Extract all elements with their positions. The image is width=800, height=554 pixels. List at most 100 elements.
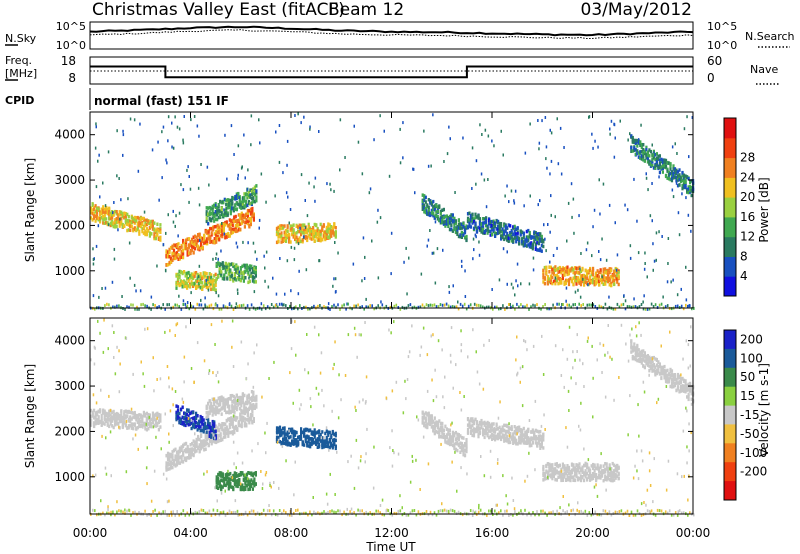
heatmap-cell xyxy=(198,449,201,453)
heatmap-cell xyxy=(105,419,108,423)
heatmap-cell xyxy=(444,435,447,440)
heatmap-cell xyxy=(478,228,482,232)
heatmap-cell xyxy=(594,305,597,308)
heatmap-cell xyxy=(150,219,153,224)
heatmap-cell xyxy=(108,207,111,212)
heatmap-cell xyxy=(145,222,148,227)
heatmap-cell xyxy=(300,434,303,438)
heatmap-cell xyxy=(673,175,677,179)
heatmap-cell xyxy=(188,237,191,241)
heatmap-cell xyxy=(313,239,316,243)
heatmap-cell xyxy=(477,216,480,220)
heatmap-cell xyxy=(166,250,170,254)
heatmap-cell xyxy=(183,284,186,289)
heatmap-cell xyxy=(171,465,174,470)
heatmap-cell xyxy=(231,425,234,429)
heatmap-cell xyxy=(515,227,518,231)
heatmap-cell xyxy=(324,230,327,234)
heatmap-cell xyxy=(661,158,664,162)
heatmap-cell xyxy=(230,222,233,227)
heatmap-cell xyxy=(255,198,258,203)
heatmap-cell xyxy=(247,480,250,485)
heatmap-cell xyxy=(310,432,313,436)
heatmap-cell xyxy=(488,424,491,428)
heatmap-cell xyxy=(135,426,138,430)
heatmap-cell xyxy=(322,441,325,445)
heatmap-cell xyxy=(466,417,470,422)
heatmap-cell xyxy=(230,262,233,266)
heatmap-cell xyxy=(129,228,132,232)
heatmap-cell xyxy=(426,244,428,248)
heatmap-cell xyxy=(236,224,239,228)
cpid-text: normal (fast) 151 IF xyxy=(94,94,229,108)
heatmap-cell xyxy=(111,424,114,428)
heatmap-cell xyxy=(252,216,255,221)
heatmap-cell xyxy=(252,417,255,421)
heatmap-cell xyxy=(442,222,445,226)
heatmap-cell xyxy=(330,443,333,448)
heatmap-cell xyxy=(471,423,474,428)
heatmap-cell xyxy=(241,199,244,204)
heatmap-cell xyxy=(214,280,217,284)
heatmap-cell xyxy=(633,148,636,152)
heatmap-cell xyxy=(135,228,138,232)
heatmap-cell xyxy=(230,230,233,234)
heatmap-cell xyxy=(676,178,680,182)
heatmap-cell xyxy=(669,164,672,168)
heatmap-cell xyxy=(297,225,300,229)
heatmap-cell xyxy=(533,239,536,244)
heatmap-cell xyxy=(676,293,679,297)
heatmap-cell xyxy=(314,199,316,203)
heatmap-cell xyxy=(675,179,678,183)
heatmap-cell xyxy=(240,401,243,406)
heatmap-cell xyxy=(355,304,357,308)
heatmap-cell xyxy=(245,267,248,271)
heatmap-cell xyxy=(94,411,97,415)
heatmap-cell xyxy=(208,210,211,214)
heatmap-cell xyxy=(307,234,310,238)
heatmap-cell xyxy=(208,410,211,414)
heatmap-cell xyxy=(399,161,402,165)
heatmap-cell xyxy=(304,230,307,235)
heatmap-cell xyxy=(233,430,236,435)
heatmap-cell xyxy=(138,220,141,225)
heatmap-cell xyxy=(300,226,303,231)
heatmap-cell xyxy=(545,267,548,272)
heatmap-cell xyxy=(272,276,274,280)
heatmap-cell xyxy=(655,231,658,235)
heatmap-cell xyxy=(239,412,242,416)
heatmap-cell xyxy=(216,223,219,228)
heatmap-cell xyxy=(661,163,664,168)
heatmap-cell xyxy=(567,201,570,205)
heatmap-cell xyxy=(300,121,302,125)
heatmap-cell xyxy=(283,426,286,430)
heatmap-cell xyxy=(640,154,643,158)
heatmap-cell xyxy=(646,307,649,311)
heatmap-cell xyxy=(223,232,226,236)
heatmap-cell xyxy=(221,200,223,204)
heatmap-cell xyxy=(525,229,528,234)
heatmap-cell xyxy=(206,239,209,244)
heatmap-cell xyxy=(286,439,289,444)
heatmap-cell xyxy=(325,444,328,448)
heatmap-cell xyxy=(127,409,130,414)
heatmap-cell xyxy=(379,114,381,118)
heatmap-cell xyxy=(179,417,183,421)
heatmap-cell xyxy=(167,115,170,119)
heatmap-cell xyxy=(238,397,241,401)
heatmap-cell xyxy=(182,138,184,142)
heatmap-cell xyxy=(187,423,190,427)
heatmap-cell xyxy=(307,429,310,433)
heatmap-cell xyxy=(540,243,543,248)
heatmap-cell xyxy=(205,285,208,290)
heatmap-cell xyxy=(487,178,489,181)
heatmap-cell xyxy=(477,423,480,428)
heatmap-cell xyxy=(189,453,192,457)
heatmap-cell xyxy=(133,226,136,230)
heatmap-cell xyxy=(277,435,280,440)
heatmap-cell xyxy=(187,165,189,169)
heatmap-cell xyxy=(102,214,105,219)
heatmap-cell xyxy=(153,423,156,428)
heatmap-cell xyxy=(313,304,315,308)
